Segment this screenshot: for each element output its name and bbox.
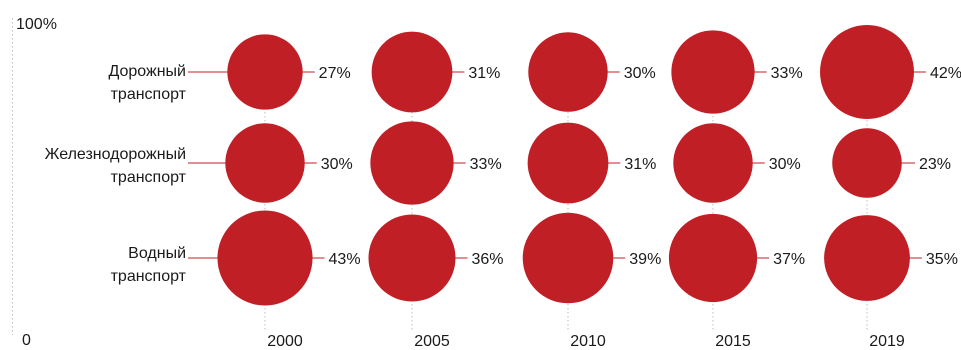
bubble-r0-2010 <box>528 32 608 112</box>
value-label-r1-2000: 30% <box>321 156 353 173</box>
value-label-r2-2005: 36% <box>472 251 504 268</box>
row-label-water: Водный транспорт <box>111 242 186 288</box>
value-label-r0-2010: 30% <box>624 65 656 82</box>
value-label-r0-2019: 42% <box>930 65 961 82</box>
row-label-rail: Железнодорожный транспорт <box>45 143 186 189</box>
row-label-rail-line2: транспорт <box>110 169 186 186</box>
row-label-water-line2: транспорт <box>110 268 186 285</box>
value-label-r0-2015: 33% <box>771 65 803 82</box>
row-label-water-line1: Водный <box>128 245 186 262</box>
row-label-road-line2: транспорт <box>110 86 186 103</box>
value-label-r1-2019: 23% <box>919 156 951 173</box>
bubble-r1-2019 <box>832 128 902 198</box>
row-label-road: Дорожный транспорт <box>108 60 186 106</box>
value-label-r2-2015: 37% <box>773 251 805 268</box>
value-label-r2-2010: 39% <box>629 251 661 268</box>
value-label-r0-2000: 27% <box>319 65 351 82</box>
bubble-r1-2010 <box>527 122 609 204</box>
bubble-r1-2015 <box>673 123 753 203</box>
year-label-2010: 2010 <box>570 333 606 350</box>
value-label-r1-2005: 33% <box>470 156 502 173</box>
bubble-r0-2005 <box>371 31 453 113</box>
bubble-r2-2015 <box>668 213 758 303</box>
value-label-r2-2019: 35% <box>926 251 958 268</box>
year-label-2015: 2015 <box>715 333 751 350</box>
bubble-r1-2005 <box>370 121 454 205</box>
bubble-r0-2015 <box>671 30 755 114</box>
bubble-r0-2019 <box>820 25 914 119</box>
bubble-r2-2000 <box>217 210 313 306</box>
value-label-r1-2010: 31% <box>624 156 656 173</box>
bubble-r2-2005 <box>368 214 456 302</box>
y-axis-bottom-label: 0 <box>22 332 31 349</box>
year-label-2019: 2019 <box>869 333 905 350</box>
value-label-r0-2005: 31% <box>468 65 500 82</box>
bubble-r0-2000 <box>227 34 303 110</box>
value-label-r2-2000: 43% <box>329 251 361 268</box>
year-label-2000: 2000 <box>267 333 303 350</box>
value-label-r1-2015: 30% <box>769 156 801 173</box>
year-label-2005: 2005 <box>414 333 450 350</box>
row-label-road-line1: Дорожный <box>108 63 186 80</box>
bubble-r2-2010 <box>522 212 614 304</box>
row-label-rail-line1: Железнодорожный <box>44 146 186 163</box>
y-axis-top-label: 100% <box>16 16 57 33</box>
bubble-r2-2019 <box>824 215 910 301</box>
bubble-r1-2000 <box>225 123 305 203</box>
